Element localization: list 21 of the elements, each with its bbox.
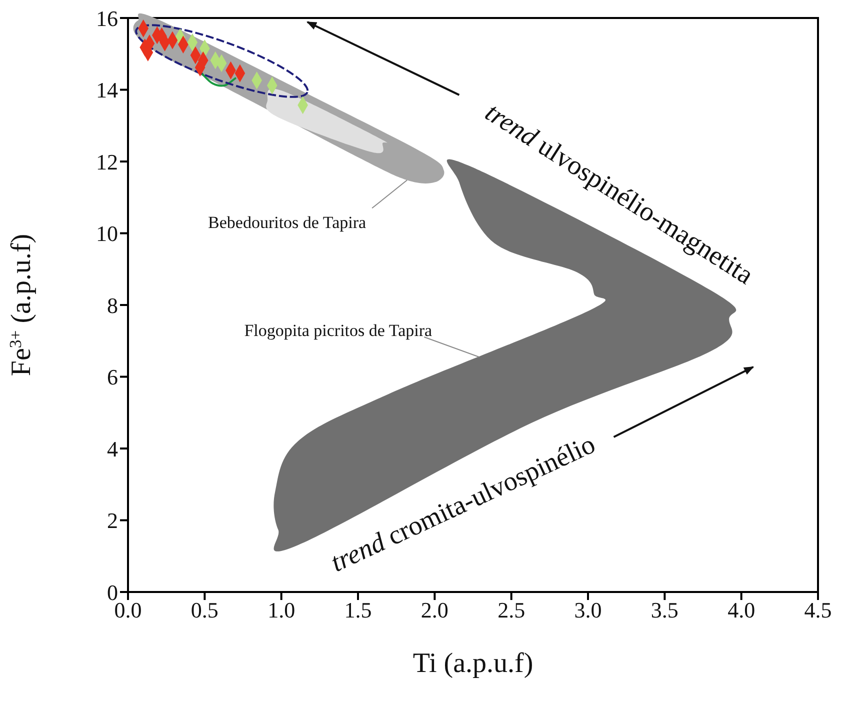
y-tick-label: 2 bbox=[107, 508, 118, 534]
y-tick-label: 8 bbox=[107, 292, 118, 318]
y-tick-label: 0 bbox=[107, 580, 118, 605]
x-tick-label: 3.0 bbox=[574, 598, 602, 623]
x-tick-label: 0.5 bbox=[190, 598, 218, 623]
y-tick-label: 16 bbox=[96, 6, 118, 31]
x-tick-label: 3.5 bbox=[650, 598, 678, 623]
x-tick-label: 2.5 bbox=[498, 598, 526, 623]
y-tick-label: 4 bbox=[107, 436, 118, 462]
x-tick-label: 4.0 bbox=[728, 598, 756, 623]
annotation: Bebedouritos de Tapira bbox=[208, 213, 367, 232]
x-axis-title: Ti (a.p.u.f) bbox=[412, 648, 534, 679]
y-tick-label: 10 bbox=[96, 221, 118, 246]
y-tick-label: 6 bbox=[107, 364, 118, 390]
annotation: Flogopita picritos de Tapira bbox=[244, 320, 432, 340]
x-tick-label: 1.5 bbox=[344, 598, 372, 623]
y-tick-label: 14 bbox=[96, 78, 118, 103]
x-tick-label: 4.5 bbox=[804, 598, 832, 623]
x-tick-label: 2.0 bbox=[420, 598, 448, 623]
y-tick-label: 12 bbox=[96, 149, 118, 174]
x-tick-label: 1.0 bbox=[268, 598, 296, 623]
